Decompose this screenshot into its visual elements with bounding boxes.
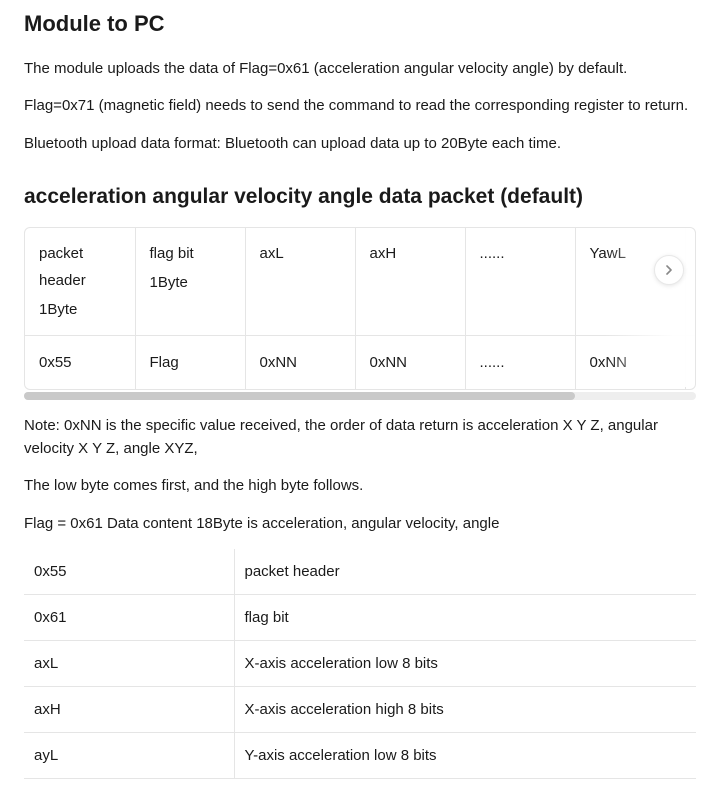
table-cell: 0xNN (575, 335, 685, 389)
table-header-cell: axL (245, 228, 355, 336)
section-title-packet: acceleration angular velocity angle data… (24, 185, 696, 209)
packet-table-scroll[interactable]: packet header1Byteflag bit1ByteaxLaxH...… (24, 227, 696, 390)
table-row: ayLY-axis acceleration low 8 bits (24, 732, 696, 778)
definition-value: X-axis acceleration high 8 bits (234, 686, 696, 732)
horizontal-scrollbar[interactable] (24, 392, 696, 400)
definition-key: 0x55 (24, 549, 234, 595)
paragraph-bluetooth-format: Bluetooth upload data format: Bluetooth … (24, 132, 696, 155)
definition-key: ayL (24, 732, 234, 778)
table-row: axLX-axis acceleration low 8 bits (24, 640, 696, 686)
table-row: 0x55packet header (24, 549, 696, 595)
paragraph-flag61: Flag = 0x61 Data content 18Byte is accel… (24, 512, 696, 535)
packet-table-wrap: packet header1Byteflag bit1ByteaxLaxH...… (24, 227, 696, 400)
definitions-table: 0x55packet header0x61flag bitaxLX-axis a… (24, 549, 696, 779)
table-row: axHX-axis acceleration high 8 bits (24, 686, 696, 732)
definition-key: axH (24, 686, 234, 732)
paragraph-lowbyte: The low byte comes first, and the high b… (24, 474, 696, 497)
packet-table: packet header1Byteflag bit1ByteaxLaxH...… (25, 228, 696, 389)
paragraph-flag-0x71: Flag=0x71 (magnetic field) needs to send… (24, 94, 696, 117)
table-cell: Flag (135, 335, 245, 389)
table-header-cell: packet header1Byte (25, 228, 135, 336)
scrollbar-thumb[interactable] (24, 392, 575, 400)
chevron-right-icon (664, 265, 674, 275)
table-header-cell: flag bit1Byte (135, 228, 245, 336)
paragraph-default-upload: The module uploads the data of Flag=0x61… (24, 57, 696, 80)
definition-value: X-axis acceleration low 8 bits (234, 640, 696, 686)
table-cell: 0x55 (25, 335, 135, 389)
table-row: 0x61flag bit (24, 594, 696, 640)
paragraph-note: Note: 0xNN is the specific value receive… (24, 414, 696, 461)
table-header-cell: ...... (465, 228, 575, 336)
table-header-row: packet header1Byteflag bit1ByteaxLaxH...… (25, 228, 696, 336)
page-title: Module to PC (24, 11, 696, 37)
table-cell: 0xNN (245, 335, 355, 389)
table-cell: 0xNN (355, 335, 465, 389)
definition-key: axL (24, 640, 234, 686)
definition-key: 0x61 (24, 594, 234, 640)
table-row: 0x55Flag0xNN0xNN......0xNN0xNN (25, 335, 696, 389)
definition-value: packet header (234, 549, 696, 595)
table-cell: 0xNN (685, 335, 696, 389)
definition-value: Y-axis acceleration low 8 bits (234, 732, 696, 778)
table-cell: ...... (465, 335, 575, 389)
definition-value: flag bit (234, 594, 696, 640)
scroll-right-button[interactable] (654, 255, 684, 285)
table-header-cell: axH (355, 228, 465, 336)
table-header-cell: YawH (685, 228, 696, 336)
